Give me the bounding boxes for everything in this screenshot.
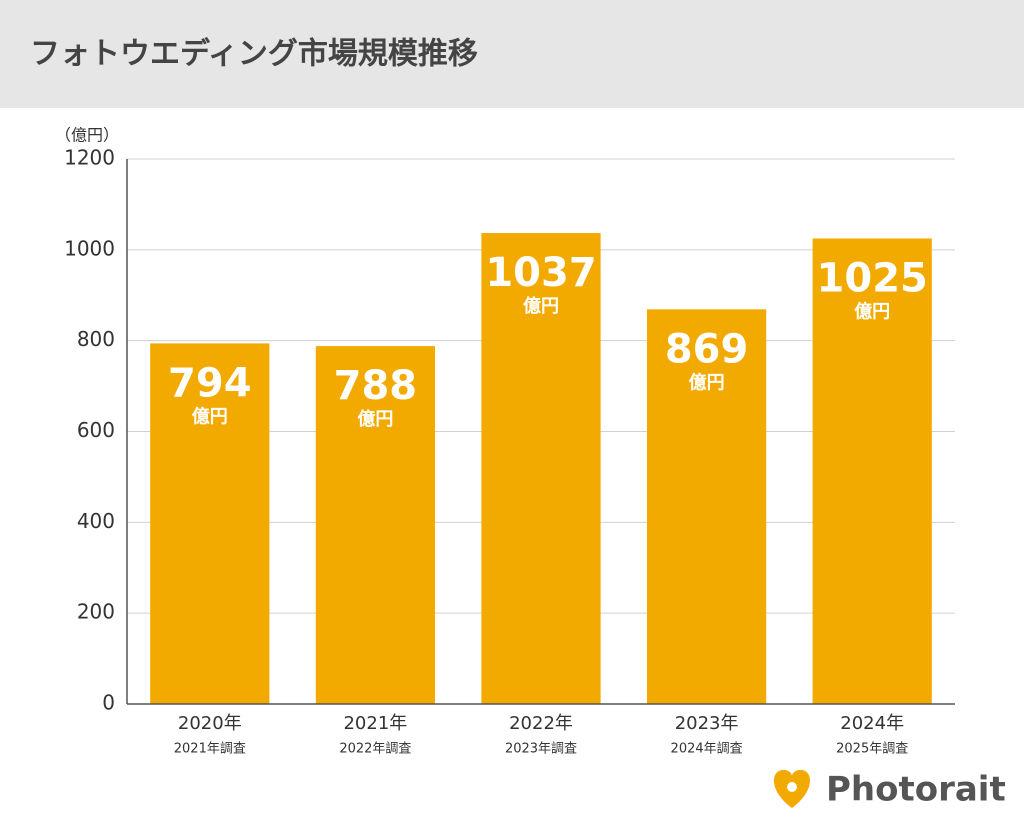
bar <box>150 343 270 704</box>
y-unit: （億円） <box>55 126 119 145</box>
value-label: 1037 <box>485 250 596 296</box>
logo-dot <box>787 782 797 792</box>
x-sublabel: 2025年調査 <box>836 742 908 757</box>
x-tick-label: 2024年 <box>840 713 904 734</box>
x-sublabel: 2024年調査 <box>671 742 743 757</box>
x-tick-label: 2021年 <box>343 713 407 734</box>
y-tick-label: 1200 <box>64 146 115 170</box>
y-tick-label: 0 <box>102 691 115 715</box>
brand: Photorait <box>826 770 1006 810</box>
bar <box>315 346 436 704</box>
bar <box>481 233 601 704</box>
x-sublabel: 2021年調査 <box>174 742 246 757</box>
logo: Photorait <box>773 770 1006 810</box>
y-tick-label: 800 <box>77 327 115 351</box>
value-unit: 億円 <box>689 371 725 393</box>
bar <box>812 238 932 704</box>
chart-title: フォトウエディング市場規模推移 <box>30 37 478 72</box>
value-unit: 億円 <box>523 295 559 317</box>
y-tick-label: 600 <box>77 418 115 442</box>
x-sublabel: 2022年調査 <box>339 742 411 757</box>
y-tick-label: 1000 <box>64 236 115 260</box>
x-tick-label: 2022年 <box>509 713 573 734</box>
header-band <box>0 0 1024 108</box>
x-tick-label: 2023年 <box>675 713 739 734</box>
y-tick-label: 400 <box>77 509 115 533</box>
y-tick-label: 200 <box>77 600 115 624</box>
value-label: 869 <box>665 326 749 372</box>
value-unit: 億円 <box>854 300 890 322</box>
value-label: 1025 <box>817 255 928 301</box>
value-label: 794 <box>168 360 252 406</box>
bar <box>646 309 767 704</box>
value-label: 788 <box>334 363 418 409</box>
x-sublabel: 2023年調査 <box>505 742 577 757</box>
x-tick-label: 2020年 <box>178 713 242 734</box>
value-unit: 億円 <box>192 405 228 427</box>
value-unit: 億円 <box>357 408 393 430</box>
